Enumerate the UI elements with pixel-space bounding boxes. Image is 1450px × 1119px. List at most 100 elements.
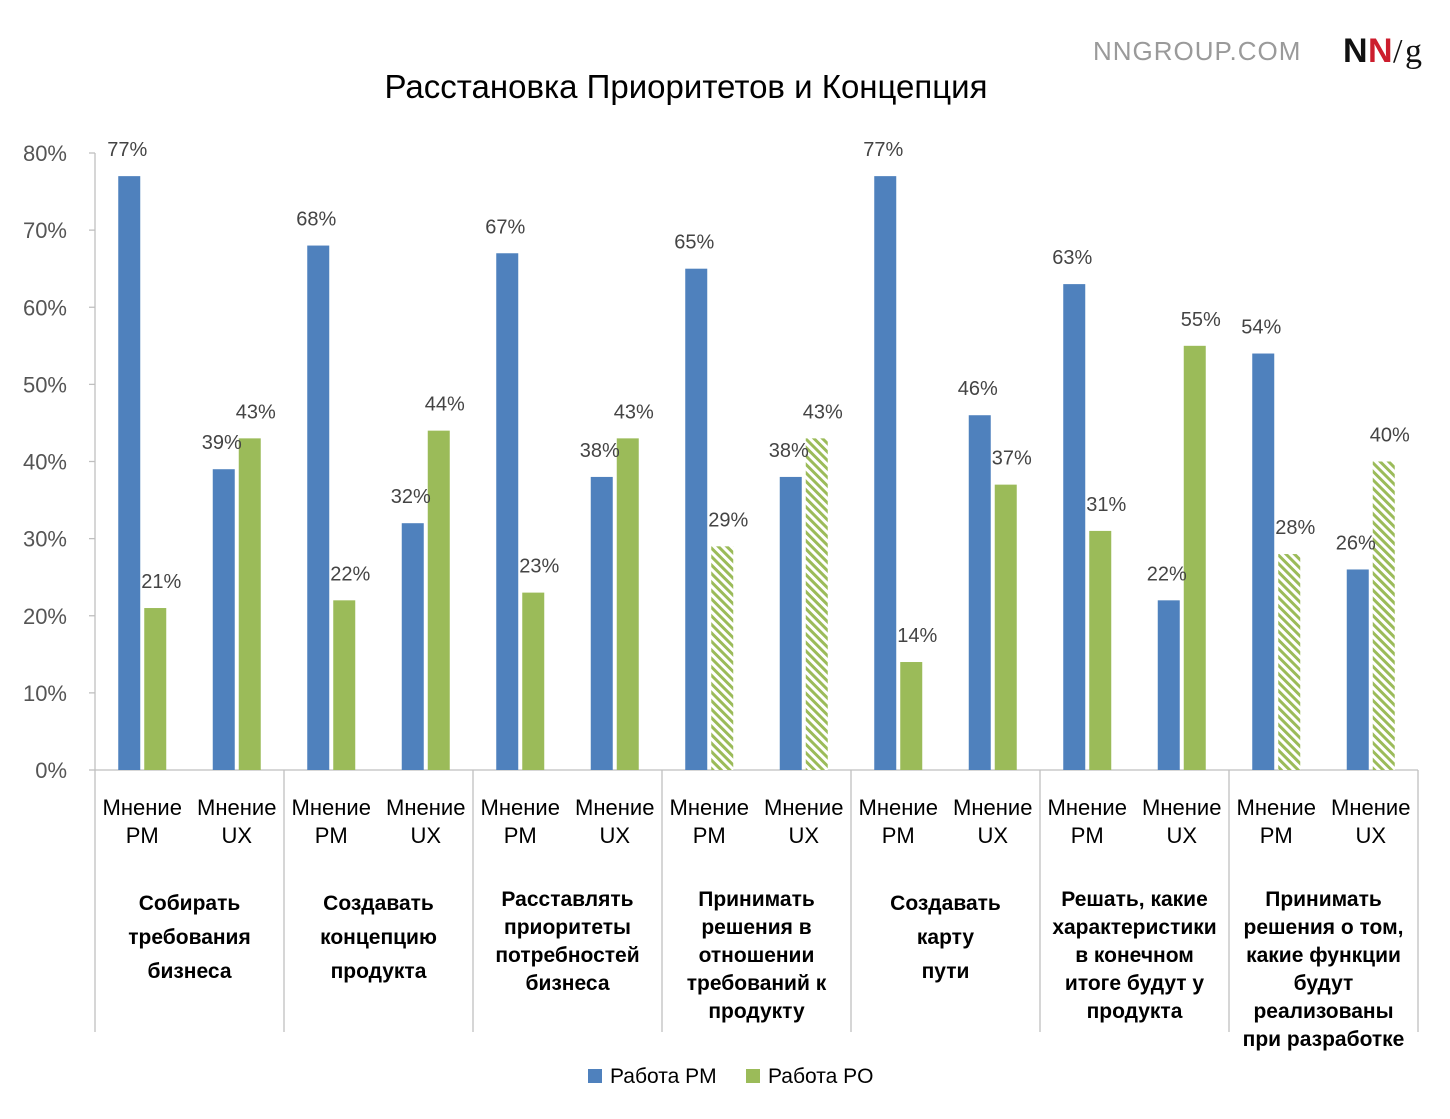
logo-slash: /	[1393, 33, 1403, 70]
subgroup-label: UX	[1355, 823, 1386, 848]
subgroup-label: UX	[599, 823, 630, 848]
data-label-po: 23%	[519, 556, 559, 578]
logo-letter-n: N	[1343, 32, 1368, 70]
subgroup-label: PM	[315, 823, 348, 848]
bar-po-hatched	[1372, 461, 1395, 770]
chart-title: Расстановка Приоритетов и Концепция	[385, 68, 988, 105]
group-label: продукта	[331, 960, 427, 983]
group-label: характеристики	[1052, 916, 1216, 939]
subgroup-label: PM	[504, 823, 537, 848]
y-tick-label: 10%	[23, 681, 67, 706]
subgroup-label: Мнение	[764, 795, 843, 820]
y-tick-label: 70%	[23, 218, 67, 243]
bar-po	[1089, 530, 1112, 770]
data-label-pm: 54%	[1241, 317, 1281, 339]
data-label-po: 21%	[141, 571, 181, 593]
bar-po	[144, 608, 167, 770]
group-label: бизнеса	[525, 972, 609, 995]
data-label-pm: 68%	[296, 209, 336, 231]
bar-po-hatched	[805, 438, 828, 770]
data-label-po: 31%	[1086, 494, 1126, 516]
group-label: Собирать	[139, 892, 241, 915]
bar-po	[427, 430, 450, 770]
data-label-po: 22%	[330, 563, 370, 585]
group-label: потребностей	[495, 944, 639, 967]
data-label-po: 44%	[425, 394, 465, 416]
bar-pm	[496, 253, 519, 770]
y-tick-label: 20%	[23, 604, 67, 629]
subgroup-label: Мнение	[103, 795, 182, 820]
legend: Работа PM Работа PO	[588, 1065, 873, 1088]
data-label-po: 29%	[708, 509, 748, 531]
group-label: будут	[1294, 972, 1354, 995]
group-label: реализованы	[1253, 1000, 1393, 1023]
y-tick-label: 60%	[23, 295, 67, 320]
data-label-pm: 38%	[769, 440, 809, 462]
data-label-pm: 38%	[580, 440, 620, 462]
brand-url: NNGROUP.COM	[1093, 36, 1301, 66]
subgroup-label: Мнение	[481, 795, 560, 820]
bar-pm	[1346, 569, 1369, 770]
group-label: какие функции	[1246, 944, 1401, 967]
group-label: карту	[917, 926, 975, 949]
group-label: итоге будут у	[1065, 972, 1204, 995]
subgroup-label: Мнение	[859, 795, 938, 820]
subgroup-label: Мнение	[953, 795, 1032, 820]
data-label-po: 37%	[992, 448, 1032, 470]
group-label: Решать, какие	[1061, 888, 1208, 911]
bar-pm	[1157, 600, 1180, 770]
bar-pm	[1063, 284, 1086, 770]
data-label-pm: 32%	[391, 486, 431, 508]
group-label: решения в	[701, 916, 811, 939]
subgroup-label: Мнение	[1142, 795, 1221, 820]
subgroup-label: Мнение	[575, 795, 654, 820]
data-labels: 77% 21% 39% 43% 68% 22% 32% 44% 67% 23% 38% 43% 65% 2…	[107, 139, 1410, 647]
bar-po	[1183, 345, 1206, 770]
subgroup-label: Мнение	[1237, 795, 1316, 820]
subgroup-label: PM	[1260, 823, 1293, 848]
bar-pm	[779, 476, 802, 770]
logo-letter-g: g	[1405, 33, 1422, 70]
subgroup-label: Мнение	[197, 795, 276, 820]
subgroup-label: UX	[221, 823, 252, 848]
subgroup-label: PM	[126, 823, 159, 848]
subgroup-label: Мнение	[670, 795, 749, 820]
subgroup-label: UX	[977, 823, 1008, 848]
bar-po-hatched	[711, 546, 734, 770]
subgroup-label: PM	[1071, 823, 1104, 848]
data-label-pm: 63%	[1052, 247, 1092, 269]
group-label: требований к	[687, 972, 827, 995]
y-tick-label: 80%	[23, 141, 67, 166]
logo-letter-n-red: N	[1368, 32, 1393, 70]
data-label-po: 55%	[1181, 309, 1221, 331]
data-label-po: 43%	[614, 401, 654, 423]
bar-pm	[685, 268, 708, 770]
y-tick-label: 0%	[35, 758, 67, 783]
data-label-po: 43%	[803, 401, 843, 423]
data-label-po: 14%	[897, 625, 937, 647]
group-label: пути	[922, 960, 970, 983]
group-label: отношении	[699, 944, 815, 967]
y-axis: 0% 10% 20% 30% 40% 50% 60% 70% 80%	[23, 141, 96, 783]
group-label: концепцию	[320, 926, 437, 949]
group-label: Создавать	[890, 892, 1001, 915]
subgroup-label: PM	[693, 823, 726, 848]
data-label-po: 28%	[1275, 517, 1315, 539]
bar-pm	[590, 476, 613, 770]
brand-logo: NNGROUP.COM N N / g	[1093, 32, 1422, 70]
subgroup-label: Мнение	[1331, 795, 1410, 820]
subgroup-label: PM	[882, 823, 915, 848]
y-tick-label: 30%	[23, 527, 67, 552]
group-label: требования	[128, 926, 250, 949]
bar-po	[994, 484, 1017, 770]
legend-item-po-swatch	[746, 1069, 760, 1083]
subgroup-label: Мнение	[386, 795, 465, 820]
bar-pm	[401, 523, 424, 770]
group-label: продукту	[708, 1000, 805, 1023]
bar-po	[522, 592, 545, 770]
group-label: Принимать	[1265, 888, 1382, 911]
group-label: продукта	[1087, 1000, 1183, 1023]
y-tick-label: 40%	[23, 450, 67, 475]
group-label: Создавать	[323, 892, 434, 915]
